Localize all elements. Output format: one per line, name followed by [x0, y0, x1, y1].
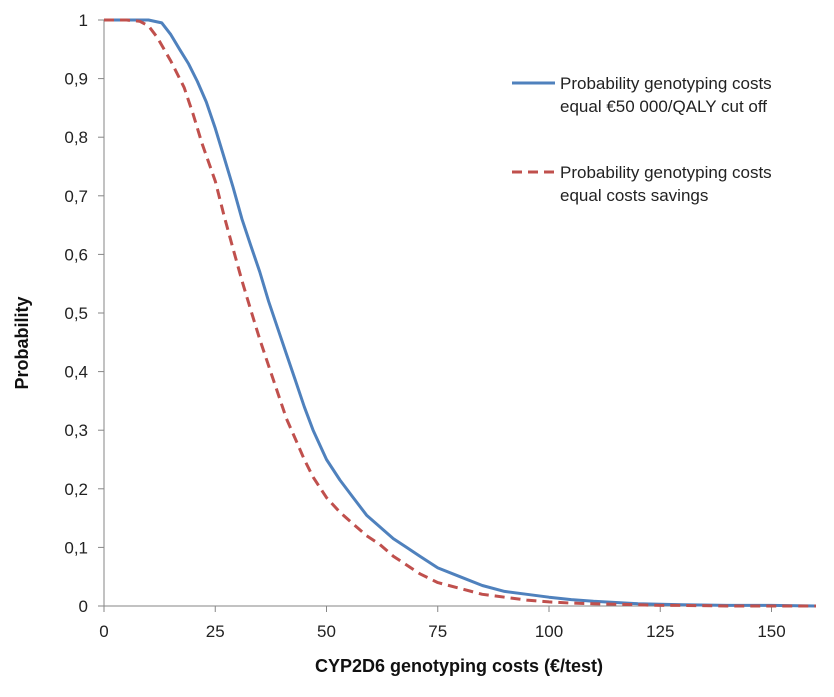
x-tick-label: 0: [99, 622, 108, 641]
x-tick-label: 125: [646, 622, 674, 641]
legend-label-2: Probability genotyping costs: [560, 163, 772, 182]
x-tick-label: 100: [535, 622, 563, 641]
y-tick-label: 1: [79, 11, 88, 30]
tick-labels: 0 0,1 0,2 0,3 0,4 0,5 0,6 0,7 0,8 0,9 1 0 25 50 75 100 1…: [64, 11, 785, 641]
y-tick-label: 0: [79, 597, 88, 616]
series-line-1: [104, 18, 817, 608]
y-tick-label: 0,8: [64, 128, 88, 147]
series-lines: [104, 18, 817, 608]
y-tick-label: 0,9: [64, 70, 88, 89]
x-tick-label: 25: [206, 622, 225, 641]
legend-label-2: equal costs savings: [560, 186, 708, 205]
x-tick-label: 50: [317, 622, 336, 641]
x-tick-label: 75: [428, 622, 447, 641]
legend-label-1: equal €50 000/QALY cut off: [560, 97, 767, 116]
y-tick-label: 0,7: [64, 187, 88, 206]
y-tick-label: 0,2: [64, 480, 88, 499]
x-axis-title: CYP2D6 genotyping costs (€/test): [315, 656, 603, 676]
series-line-2: [104, 18, 816, 608]
y-tick-label: 0,3: [64, 421, 88, 440]
y-tick-label: 0,1: [64, 538, 88, 557]
legend: Probability genotyping costs equal €50 00…: [512, 74, 772, 205]
y-tick-label: 0,4: [64, 363, 88, 382]
legend-label-1: Probability genotyping costs: [560, 74, 772, 93]
y-tick-label: 0,5: [64, 304, 88, 323]
y-axis-title: Probability: [12, 296, 32, 389]
y-tick-label: 0,6: [64, 245, 88, 264]
x-tick-label: 150: [757, 622, 785, 641]
